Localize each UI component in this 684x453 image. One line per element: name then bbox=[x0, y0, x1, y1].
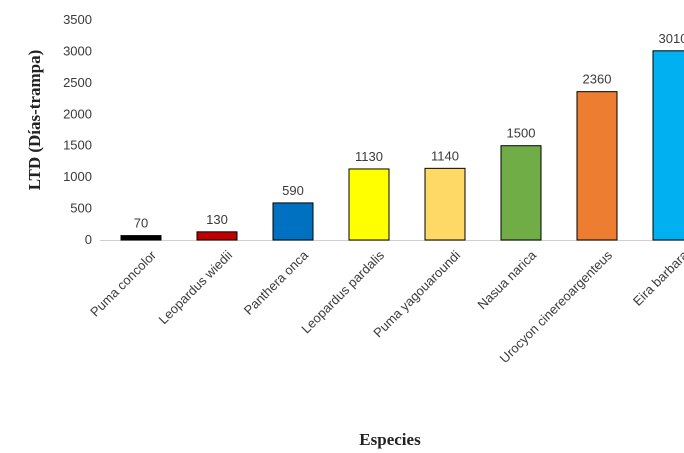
y-tick-label: 2000 bbox=[63, 106, 92, 121]
bar bbox=[424, 167, 466, 241]
data-label: 1500 bbox=[507, 126, 536, 141]
y-tick-label: 1000 bbox=[63, 169, 92, 184]
category-label: Leopardus pardalis bbox=[298, 247, 387, 336]
y-tick-label: 0 bbox=[85, 232, 92, 247]
data-label: 1130 bbox=[355, 149, 383, 164]
bar bbox=[348, 168, 390, 241]
data-label: 2360 bbox=[583, 72, 612, 87]
category-label: Nasua narica bbox=[474, 247, 539, 312]
bar bbox=[576, 91, 618, 241]
data-label: 3010 bbox=[659, 31, 684, 46]
x-axis-title: Especies bbox=[359, 430, 421, 449]
data-label: 590 bbox=[282, 183, 304, 198]
data-labels-group: 70 130 590 1130 1140 1500 2360 3010 bbox=[134, 31, 684, 231]
bar bbox=[120, 235, 162, 241]
data-label: 70 bbox=[134, 216, 148, 231]
category-label: Leopardus wiedii bbox=[156, 247, 236, 327]
bars-group bbox=[100, 50, 684, 241]
y-tick-label: 1500 bbox=[63, 138, 92, 153]
category-label: Eira barbara bbox=[630, 247, 684, 309]
data-label: 130 bbox=[206, 212, 228, 227]
y-tick-label: 3500 bbox=[63, 12, 92, 27]
y-axis-title: LTD (Días-trampa) bbox=[25, 50, 44, 191]
y-axis-ticks: 0 500 1000 1500 2000 2500 3000 3500 bbox=[63, 12, 92, 247]
bar bbox=[500, 145, 542, 241]
bar bbox=[196, 231, 238, 241]
y-tick-label: 500 bbox=[70, 201, 92, 216]
category-label: Puma yagouaroundi bbox=[370, 247, 463, 340]
bar bbox=[652, 50, 684, 241]
category-label: Puma concolor bbox=[87, 247, 159, 319]
data-label: 1140 bbox=[431, 148, 459, 163]
category-label: Panthera onca bbox=[241, 247, 312, 318]
y-tick-label: 2500 bbox=[63, 75, 92, 90]
y-tick-label: 3000 bbox=[63, 43, 92, 58]
bar bbox=[272, 202, 314, 241]
